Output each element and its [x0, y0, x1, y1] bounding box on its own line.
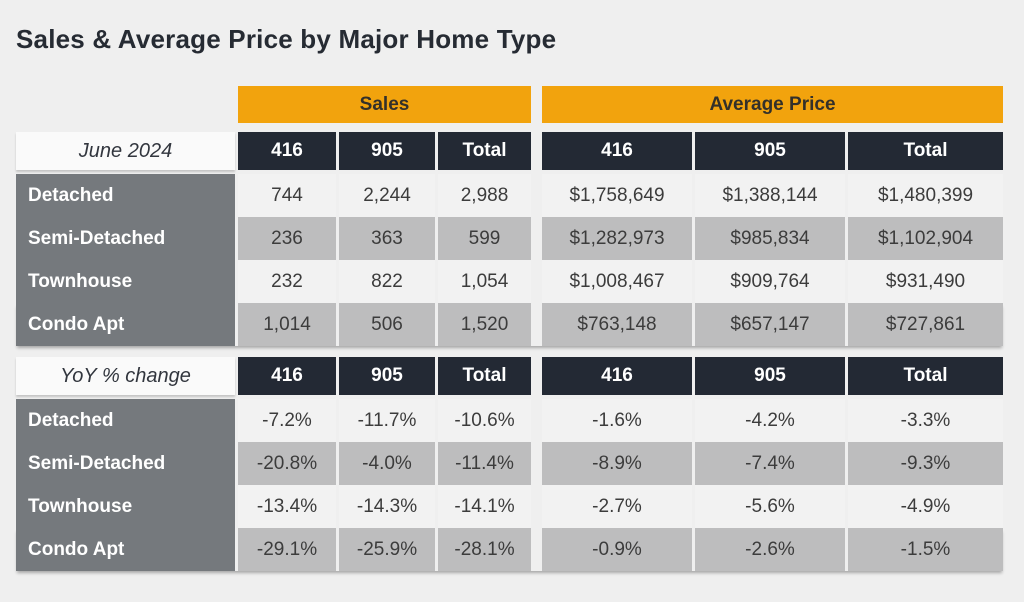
cell-yoy-townhouse-price-416: -2.7% — [542, 485, 692, 528]
cell-yoy-detached-sales-416: -7.2% — [238, 399, 336, 442]
row-label-semi-detached: Semi-Detached — [16, 217, 235, 260]
col-header-yoy-price-905: 905 — [695, 357, 845, 395]
col-header-yoy-price-416: 416 — [542, 357, 692, 395]
col-header-yoy-sales-905: 905 — [339, 357, 435, 395]
group-header-spacer — [16, 86, 235, 123]
col-header-sales-416: 416 — [238, 132, 336, 170]
cell-yoy-detached-sales-905: -11.7% — [339, 399, 435, 442]
group-header-average-price: Average Price — [542, 86, 1003, 123]
cell-detached-price-905: $1,388,144 — [695, 174, 845, 217]
group-gap — [534, 132, 539, 170]
cell-condo-sales-905: 506 — [339, 303, 435, 346]
table-row-semi-detached: Semi-Detached 236 363 599 $1,282,973 $98… — [16, 217, 1003, 260]
table-row-townhouse: Townhouse 232 822 1,054 $1,008,467 $909,… — [16, 260, 1003, 303]
cell-semi-sales-416: 236 — [238, 217, 336, 260]
section-header-row-june-2024: June 2024 416 905 Total 416 905 Total — [16, 132, 1003, 170]
cell-condo-sales-416: 1,014 — [238, 303, 336, 346]
col-header-price-total: Total — [848, 132, 1003, 170]
cell-yoy-semi-price-905: -7.4% — [695, 442, 845, 485]
cell-detached-sales-total: 2,988 — [438, 174, 531, 217]
cell-townhouse-price-416: $1,008,467 — [542, 260, 692, 303]
cell-townhouse-price-total: $931,490 — [848, 260, 1003, 303]
group-header-sales: Sales — [238, 86, 531, 123]
cell-yoy-townhouse-sales-total: -14.1% — [438, 485, 531, 528]
section-header-row-yoy: YoY % change 416 905 Total 416 905 Total — [16, 357, 1003, 395]
cell-detached-sales-416: 744 — [238, 174, 336, 217]
col-header-sales-905: 905 — [339, 132, 435, 170]
cell-yoy-townhouse-price-905: -5.6% — [695, 485, 845, 528]
table-row-yoy-semi-detached: Semi-Detached -20.8% -4.0% -11.4% -8.9% … — [16, 442, 1003, 485]
section-label-june-2024: June 2024 — [16, 132, 235, 170]
cell-semi-price-total: $1,102,904 — [848, 217, 1003, 260]
group-gap — [534, 260, 539, 303]
cell-condo-price-total: $727,861 — [848, 303, 1003, 346]
row-label-detached: Detached — [16, 174, 235, 217]
group-header-row: Sales Average Price — [16, 86, 1003, 123]
group-gap — [534, 528, 539, 571]
table-row-yoy-detached: Detached -7.2% -11.7% -10.6% -1.6% -4.2%… — [16, 399, 1003, 442]
table-row-condo-apt: Condo Apt 1,014 506 1,520 $763,148 $657,… — [16, 303, 1003, 346]
col-header-price-416: 416 — [542, 132, 692, 170]
cell-yoy-semi-price-416: -8.9% — [542, 442, 692, 485]
group-gap — [534, 86, 539, 123]
row-label-yoy-condo-apt: Condo Apt — [16, 528, 235, 571]
group-gap — [534, 399, 539, 442]
cell-condo-price-416: $763,148 — [542, 303, 692, 346]
group-gap — [534, 174, 539, 217]
row-label-yoy-detached: Detached — [16, 399, 235, 442]
col-header-sales-total: Total — [438, 132, 531, 170]
cell-yoy-townhouse-sales-416: -13.4% — [238, 485, 336, 528]
row-label-condo-apt: Condo Apt — [16, 303, 235, 346]
cell-townhouse-sales-total: 1,054 — [438, 260, 531, 303]
group-gap — [534, 485, 539, 528]
cell-yoy-detached-price-905: -4.2% — [695, 399, 845, 442]
group-gap — [534, 357, 539, 395]
row-label-yoy-townhouse: Townhouse — [16, 485, 235, 528]
cell-yoy-condo-price-416: -0.9% — [542, 528, 692, 571]
table-row-yoy-townhouse: Townhouse -13.4% -14.3% -14.1% -2.7% -5.… — [16, 485, 1003, 528]
cell-townhouse-price-905: $909,764 — [695, 260, 845, 303]
row-label-townhouse: Townhouse — [16, 260, 235, 303]
sales-average-price-table: Sales Average Price June 2024 416 905 To… — [16, 86, 1003, 571]
cell-yoy-townhouse-sales-905: -14.3% — [339, 485, 435, 528]
col-header-yoy-sales-total: Total — [438, 357, 531, 395]
col-header-yoy-sales-416: 416 — [238, 357, 336, 395]
section-label-yoy-change: YoY % change — [16, 357, 235, 395]
cell-semi-price-905: $985,834 — [695, 217, 845, 260]
cell-detached-price-416: $1,758,649 — [542, 174, 692, 217]
cell-condo-sales-total: 1,520 — [438, 303, 531, 346]
col-header-yoy-price-total: Total — [848, 357, 1003, 395]
cell-yoy-condo-price-905: -2.6% — [695, 528, 845, 571]
row-label-yoy-semi-detached: Semi-Detached — [16, 442, 235, 485]
cell-detached-price-total: $1,480,399 — [848, 174, 1003, 217]
cell-yoy-condo-sales-905: -25.9% — [339, 528, 435, 571]
cell-yoy-detached-sales-total: -10.6% — [438, 399, 531, 442]
cell-yoy-detached-price-416: -1.6% — [542, 399, 692, 442]
cell-townhouse-sales-905: 822 — [339, 260, 435, 303]
cell-yoy-condo-sales-total: -28.1% — [438, 528, 531, 571]
cell-condo-price-905: $657,147 — [695, 303, 845, 346]
table-row-detached: Detached 744 2,244 2,988 $1,758,649 $1,3… — [16, 174, 1003, 217]
cell-townhouse-sales-416: 232 — [238, 260, 336, 303]
cell-yoy-detached-price-total: -3.3% — [848, 399, 1003, 442]
cell-semi-sales-905: 363 — [339, 217, 435, 260]
cell-yoy-semi-sales-905: -4.0% — [339, 442, 435, 485]
cell-semi-price-416: $1,282,973 — [542, 217, 692, 260]
col-header-price-905: 905 — [695, 132, 845, 170]
cell-yoy-semi-sales-total: -11.4% — [438, 442, 531, 485]
cell-yoy-condo-sales-416: -29.1% — [238, 528, 336, 571]
group-gap — [534, 217, 539, 260]
cell-semi-sales-total: 599 — [438, 217, 531, 260]
page-title: Sales & Average Price by Major Home Type — [16, 24, 557, 54]
cell-yoy-semi-sales-416: -20.8% — [238, 442, 336, 485]
table-row-yoy-condo-apt: Condo Apt -29.1% -25.9% -28.1% -0.9% -2.… — [16, 528, 1003, 571]
group-gap — [534, 442, 539, 485]
cell-yoy-townhouse-price-total: -4.9% — [848, 485, 1003, 528]
cell-yoy-condo-price-total: -1.5% — [848, 528, 1003, 571]
cell-yoy-semi-price-total: -9.3% — [848, 442, 1003, 485]
cell-detached-sales-905: 2,244 — [339, 174, 435, 217]
group-gap — [534, 303, 539, 346]
